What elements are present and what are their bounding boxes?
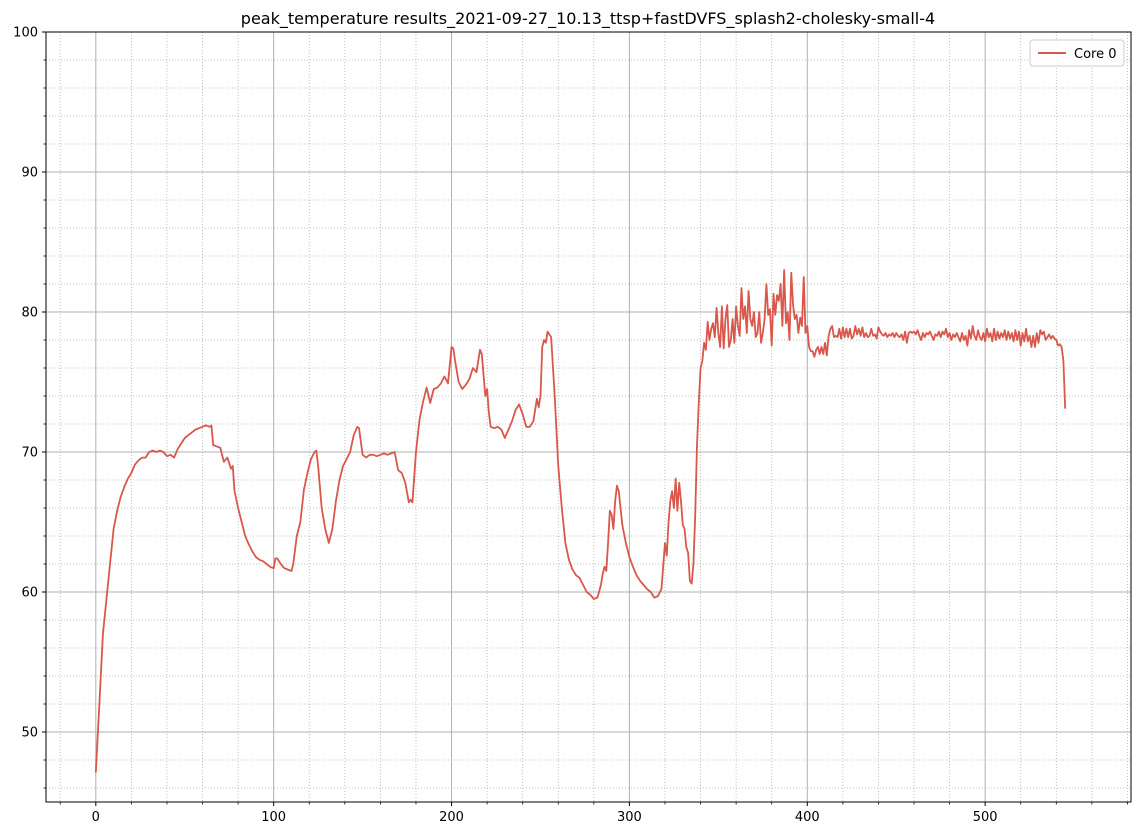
x-tick-label: 200 bbox=[439, 810, 464, 825]
x-tick-label: 500 bbox=[973, 810, 998, 825]
major-grid bbox=[46, 31, 1131, 802]
legend: Core 0 bbox=[1029, 39, 1125, 67]
y-tick-label: 50 bbox=[21, 726, 38, 741]
y-axis: 50 60 70 80 90 100 bbox=[13, 26, 46, 789]
x-tick-label: 400 bbox=[795, 810, 820, 825]
series-layer bbox=[94, 269, 1067, 773]
y-tick-label: 90 bbox=[21, 166, 38, 181]
x-tick-label: 100 bbox=[261, 810, 286, 825]
x-tick-label: 300 bbox=[617, 810, 642, 825]
minor-grid bbox=[46, 32, 1131, 802]
y-tick-label: 60 bbox=[21, 586, 38, 601]
series-line-core-0 bbox=[94, 269, 1067, 773]
chart-title: peak_temperature results_2021-09-27_10.1… bbox=[241, 9, 935, 29]
y-tick-label: 100 bbox=[13, 26, 38, 41]
y-tick-label: 70 bbox=[21, 446, 38, 461]
x-tick-label: 0 bbox=[92, 810, 100, 825]
legend-label-core-0: Core 0 bbox=[1074, 47, 1117, 62]
legend-box bbox=[1029, 39, 1125, 67]
x-axis: 0 100 200 300 400 500 bbox=[59, 802, 1128, 825]
y-tick-label: 80 bbox=[21, 306, 38, 321]
plot-frame bbox=[45, 31, 1132, 803]
